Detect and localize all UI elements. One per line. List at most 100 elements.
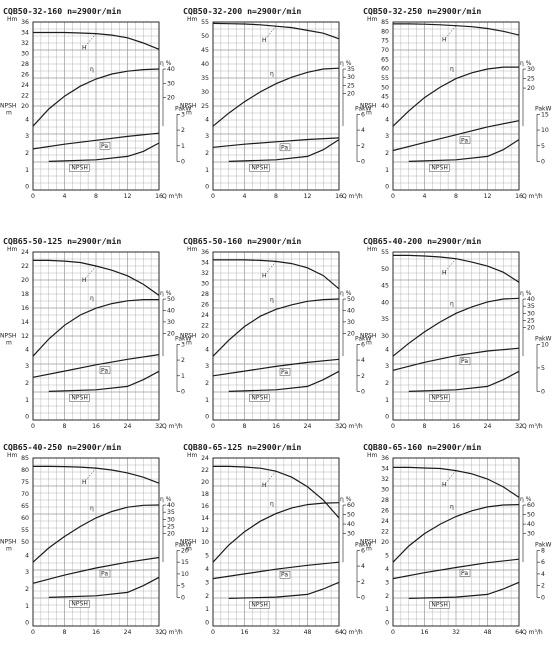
npsh-tick-label: 3 [205,133,209,140]
curve-label-npsh: NPSH [251,164,267,171]
eff-axis-label: η % [520,60,532,67]
power-tick-label: 20 [181,547,189,554]
label-box [69,164,90,172]
label-box [459,136,471,144]
head-tick-label: 30 [381,487,389,494]
power-tick-label: 6 [541,559,545,566]
head-tick-label: 24 [201,455,209,462]
npsh-tick-label: 3 [205,363,209,370]
power-tick-label: 2 [541,583,545,590]
power-tick-label: 5 [541,143,545,150]
power-tick-label: 10 [541,127,549,134]
x-tick-label: 24 [484,423,492,430]
x-tick-label: 32 [515,423,523,430]
head-tick-label: 22 [381,529,389,536]
label-leader [265,471,277,484]
head-tick-label: 75 [21,479,29,486]
eff-axis-label: η % [520,290,532,297]
x-tick-label: 24 [304,423,312,430]
head-axis-label: Hm [7,246,18,253]
head-tick-label: 32 [201,270,209,277]
curve-label-pa: Pa [101,571,108,578]
power-axis-label: PakW [535,105,552,112]
plot-frame [392,251,520,421]
power-tick-label: 1 [181,373,185,380]
label-box [249,394,270,402]
eff-tick-label: 60 [527,502,535,509]
x-tick-label: 32 [335,423,343,430]
label-box [69,394,90,402]
npsh-tick-label: 0 [25,184,29,191]
x-tick-label: 8 [94,193,98,200]
head-tick-label: 55 [381,249,389,256]
curve-label-h: H [262,482,267,489]
npsh-tick-label: 1 [25,397,29,404]
head-tick-label: 22 [21,93,29,100]
x-axis-label: Q m³/h [162,629,183,636]
npsh-axis-label: NPSH [180,102,196,109]
npsh-tick-label: 0 [205,184,209,191]
x-tick-label: 0 [31,423,35,430]
curve-label-pa: Pa [281,144,288,151]
curve-label-npsh: NPSH [251,394,267,401]
head-tick-label: 45 [201,47,209,54]
head-axis-label: Hm [367,16,378,23]
npsh-axis-unit: m [6,109,12,116]
x-tick-label: 8 [243,423,247,430]
power-tick-label: 4 [361,127,365,134]
head-axis-label: Hm [7,452,18,459]
npsh-tick-label: 0 [205,414,209,421]
plot-frame [32,251,160,421]
chart-title: CQB80-65-160 n=2900r/min [363,442,481,452]
label-box [99,142,111,150]
curve-label-eff: η [270,501,274,508]
npsh-tick-label: 4 [385,116,389,123]
x-tick-label: 16 [92,423,100,430]
head-tick-label: 45 [381,283,389,290]
head-tick-label: 36 [201,249,209,256]
curve-label-eff: η [90,66,94,73]
power-tick-label: 6 [361,547,365,554]
npsh-tick-label: 1 [385,167,389,174]
x-tick-label: 12 [484,193,492,200]
curve-npsh [228,370,340,392]
head-tick-label: 14 [201,515,209,522]
curve-npsh [408,139,520,162]
x-tick-label: 32 [155,423,163,430]
curve-pa [32,354,160,378]
label-box [279,143,291,152]
head-tick-label: 22 [21,263,29,270]
label-box [429,394,450,402]
power-tick-label: 8 [541,547,545,554]
curve-h [393,254,520,283]
curve-label-h: H [442,270,447,277]
head-tick-label: 32 [381,476,389,483]
power-tick-label: 4 [541,571,545,578]
power-axis-label: PakW [175,541,192,548]
label-box [249,164,270,172]
npsh-tick-label: 2 [205,380,209,387]
npsh-axis-unit: m [186,339,192,346]
x-tick-label: 0 [31,193,35,200]
chart-7: CQB65-40-250 n=2900r/minHm50556065707580… [0,442,192,636]
npsh-tick-label: 1 [205,397,209,404]
curve-label-eff: η [270,71,274,78]
x-tick-label: 4 [63,193,67,200]
npsh-axis-label: NPSH [0,332,16,339]
npsh-axis-label: NPSH [180,332,196,339]
head-tick-label: 35 [381,316,389,323]
npsh-axis-label: NPSH [0,538,16,545]
head-tick-label: 14 [21,319,29,326]
npsh-axis-unit: m [366,109,372,116]
head-axis-label: Hm [187,16,198,23]
x-tick-label: 16 [155,193,163,200]
head-tick-label: 12 [201,527,209,534]
curve-h [213,259,340,290]
chart-title: CQB65-40-250 n=2900r/min [3,442,121,452]
label-leader [445,258,457,271]
x-tick-label: 8 [274,193,278,200]
curve-npsh [228,581,340,599]
label-box [249,601,270,609]
head-tick-label: 80 [21,467,29,474]
npsh-tick-label: 2 [385,380,389,387]
